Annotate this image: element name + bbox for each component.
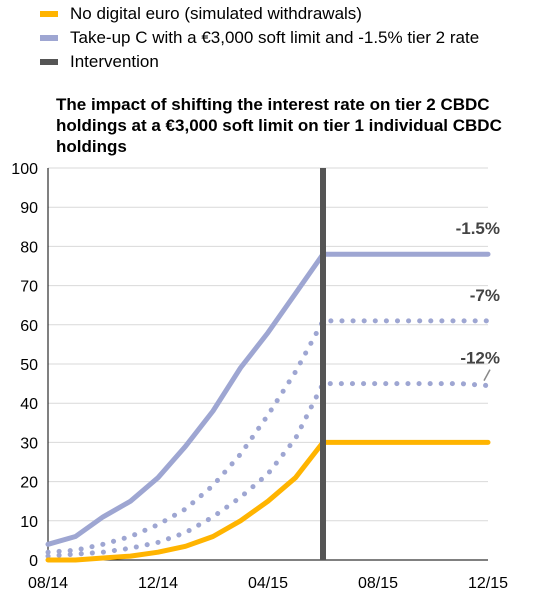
x-tick-label: 12/15 <box>468 575 508 592</box>
legend-item-no-digital-euro: No digital euro (simulated withdrawals) <box>40 2 479 26</box>
series-line-dotted <box>45 381 491 559</box>
rate-annotation: -1.5% <box>456 219 500 238</box>
x-tick-label: 04/15 <box>248 575 288 592</box>
y-tick-label: 0 <box>29 553 38 570</box>
y-tick-label: 40 <box>20 396 38 413</box>
annotation-leader <box>483 369 491 381</box>
rate-annotation: -7% <box>470 286 500 305</box>
series-line <box>45 439 491 563</box>
legend-label: Take-up C with a €3,000 soft limit and -… <box>70 28 480 47</box>
legend-item-take-up-c: Take-up C with a €3,000 soft limit and -… <box>40 26 479 50</box>
y-tick-label: 80 <box>20 239 38 256</box>
y-tick-label: 60 <box>20 318 38 335</box>
y-tick-label: 70 <box>20 279 38 296</box>
y-tick-label: 30 <box>20 435 38 452</box>
rate-annotation: -12% <box>460 349 500 368</box>
x-tick-label: 12/14 <box>138 575 178 592</box>
legend-item-intervention: Intervention <box>40 50 479 74</box>
legend-label: Intervention <box>70 52 159 71</box>
legend-swatch-blue <box>40 35 58 41</box>
y-tick-label: 100 <box>11 161 38 178</box>
y-tick-label: 20 <box>20 475 38 492</box>
series-line <box>45 251 491 547</box>
chart-title: The impact of shifting the interest rate… <box>56 95 502 156</box>
y-tick-label: 90 <box>20 200 38 217</box>
legend-swatch-yellow <box>40 11 58 17</box>
y-tick-label: 10 <box>20 514 38 531</box>
x-tick-label: 08/14 <box>28 575 68 592</box>
legend-swatch-gray <box>40 59 58 65</box>
series-line-dotted <box>45 318 491 555</box>
legend-label: No digital euro (simulated withdrawals) <box>70 4 362 23</box>
x-tick-label: 08/15 <box>358 575 398 592</box>
chart-legend: No digital euro (simulated withdrawals) … <box>40 2 479 74</box>
y-tick-label: 50 <box>20 357 38 374</box>
